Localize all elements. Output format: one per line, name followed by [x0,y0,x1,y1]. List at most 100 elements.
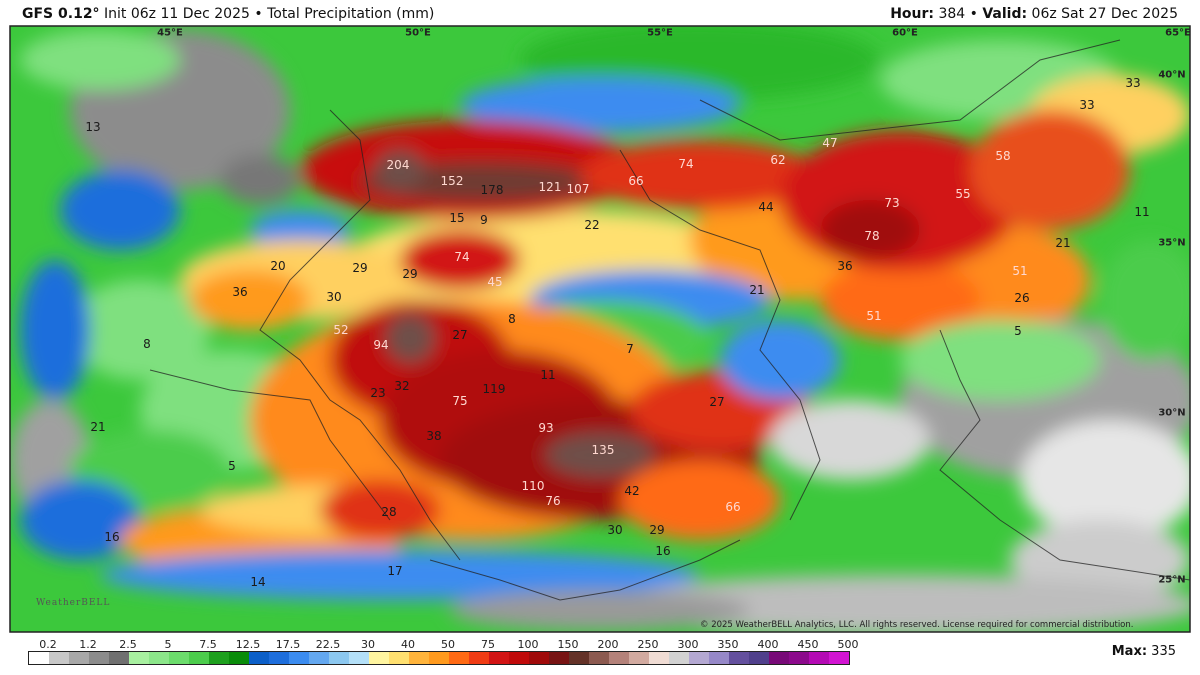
precip-value-label: 7 [626,342,634,356]
precip-area [20,260,90,400]
colorbar-swatch [489,652,509,664]
colorbar-swatch [749,652,769,664]
precip-value-label: 76 [545,494,561,508]
precip-value-label: 21 [90,420,106,434]
colorbar-swatch [709,652,729,664]
model-name: GFS 0.12° [22,6,100,22]
weatherbell-logo: WeatherBELL [36,598,111,608]
colorbar-tick-label: 75 [481,638,495,651]
precip-value-label: 13 [85,120,101,134]
precip-value-label: 204 [386,158,410,172]
max-label: Max: [1111,644,1148,659]
valid-label: Valid: [982,6,1028,22]
colorbar-swatch [209,652,229,664]
copyright-notice: © 2025 WeatherBELL Analytics, LLC. All r… [700,620,1134,630]
precip-value-label: 66 [628,174,644,188]
precip-value-label: 36 [837,259,853,273]
border-line [259,109,461,561]
colorbar-swatch [609,652,629,664]
colorbar-swatch [689,652,709,664]
precip-value-label: 110 [521,479,545,493]
grid-label: 30°N [1158,407,1186,419]
precip-area [545,433,655,477]
colorbar-swatch [109,652,129,664]
max-number: 335 [1151,644,1176,659]
precip-value-label: 21 [749,283,765,297]
precip-value-label: 29 [649,523,665,537]
precip-value-label: 5 [228,459,236,473]
field-name: Total Precipitation (mm) [267,6,435,22]
colorbar-swatch [149,652,169,664]
colorbar-swatch [729,652,749,664]
colorbar-tick-label: 1.2 [79,638,97,651]
precip-value-label: 16 [104,530,120,544]
colorbar-swatch [789,652,809,664]
precip-area [580,140,820,210]
precip-area [1020,420,1190,540]
colorbar-swatch [369,652,389,664]
precip-area [60,170,180,250]
colorbar-swatch [69,652,89,664]
precip-area [70,280,210,380]
colorbar [28,651,850,665]
colorbar-tick-label: 200 [597,638,619,651]
forecast-hour: 384 [938,6,966,22]
colorbar-tick-label: 450 [797,638,819,651]
colorbar-swatch [569,652,589,664]
colorbar-swatch [509,652,529,664]
colorbar-swatch [449,652,469,664]
precip-value-label: 30 [607,523,623,537]
precip-area [400,230,520,290]
colorbar-swatch [269,652,289,664]
precip-value-label: 42 [624,484,640,498]
colorbar-swatch [129,652,149,664]
colorbar-swatch [549,652,569,664]
colorbar-tick-label: 150 [557,638,579,651]
precip-value-label: 58 [995,149,1011,163]
border-line [149,369,391,521]
colorbar-swatch [649,652,669,664]
colorbar-swatch [429,652,449,664]
precip-value-label: 47 [822,136,838,150]
precip-value-label: 29 [352,261,368,275]
precip-value-label: 23 [370,386,386,400]
precip-value-label: 135 [591,443,615,457]
colorbar-tick-label: 300 [677,638,699,651]
precip-value-label: 45 [487,275,503,289]
precip-value-label: 74 [454,250,470,264]
precip-area [820,260,980,340]
precip-value-label: 93 [538,421,554,435]
precip-area [900,320,1100,400]
precip-value-label: 152 [440,174,464,188]
precip-value-label: 28 [381,505,397,519]
precip-value-label: 33 [1125,76,1141,90]
precip-value-label: 21 [1055,236,1071,250]
precip-value-label: 119 [482,382,506,396]
init-time: Init 06z 11 Dec 2025 [104,6,250,22]
colorbar-tick-label: 12.5 [235,638,261,651]
valid-time: Hour: 384 • Valid: 06z Sat 27 Dec 2025 [890,6,1178,22]
precip-value-label: 55 [955,187,971,201]
precip-area [1100,240,1190,360]
grid-label: 35°N [1158,237,1186,249]
precip-value-label: 33 [1079,98,1095,112]
precip-area [460,77,740,133]
colorbar-tick-label: 100 [517,638,539,651]
map-title: GFS 0.12° Init 06z 11 Dec 2025 • Total P… [22,6,435,22]
colorbar-swatch [89,652,109,664]
colorbar-tick-label: 0.2 [39,638,57,651]
colorbar-swatch [169,652,189,664]
colorbar-tick-label: 350 [717,638,739,651]
precip-value-label: 8 [143,337,151,351]
precip-value-label: 22 [584,218,600,232]
colorbar-swatch [809,652,829,664]
border-line [939,329,1190,581]
precip-value-label: 30 [326,290,342,304]
colorbar-swatch [669,652,689,664]
precip-value-label: 8 [508,312,516,326]
border-line [699,39,1121,141]
precip-value-label: 27 [709,395,725,409]
precip-area [770,400,930,480]
precip-value-label: 5 [1014,324,1022,338]
